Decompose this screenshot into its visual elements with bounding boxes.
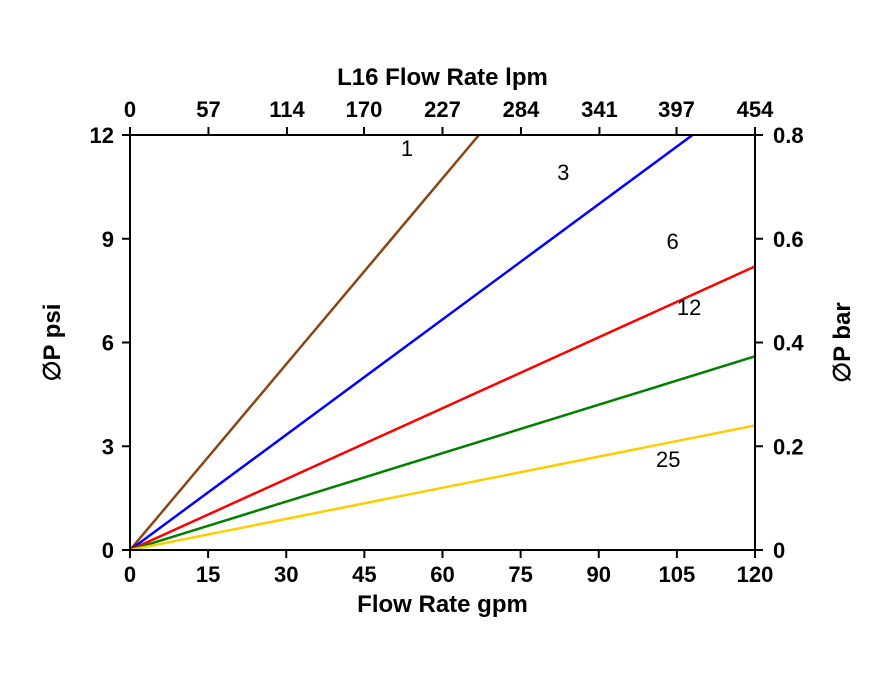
- yl-tick-label: 3: [102, 434, 114, 459]
- x-top-title: L16 Flow Rate lpm: [337, 64, 548, 91]
- xt-tick-label: 454: [737, 97, 774, 122]
- yr-tick-label: 0.8: [773, 123, 804, 148]
- y-left-title: ∅P psi: [39, 304, 66, 382]
- xt-tick-label: 341: [581, 97, 618, 122]
- yr-tick-label: 0.6: [773, 227, 804, 252]
- xb-tick-label: 90: [587, 562, 611, 587]
- xb-tick-label: 30: [274, 562, 298, 587]
- xt-tick-label: 114: [269, 97, 305, 122]
- xb-tick-label: 45: [352, 562, 376, 587]
- yr-tick-label: 0: [773, 538, 785, 563]
- yl-tick-label: 9: [102, 227, 114, 252]
- xb-tick-label: 75: [508, 562, 532, 587]
- xb-tick-label: 15: [196, 562, 220, 587]
- xt-tick-label: 284: [503, 97, 540, 122]
- series-label-3: 3: [557, 160, 569, 185]
- xt-tick-label: 170: [346, 97, 383, 122]
- series-label-6: 6: [666, 229, 678, 254]
- xb-tick-label: 60: [430, 562, 454, 587]
- series-label-1: 1: [401, 136, 413, 161]
- xb-tick-label: 120: [737, 562, 774, 587]
- series-label-25: 25: [656, 447, 680, 472]
- xt-tick-label: 397: [658, 97, 695, 122]
- x-bottom-title: Flow Rate gpm: [357, 591, 528, 618]
- chart-container: 0153045607590105120Flow Rate gpm05711417…: [0, 0, 884, 688]
- yr-tick-label: 0.4: [773, 331, 804, 356]
- xb-tick-label: 105: [659, 562, 696, 587]
- series-label-12: 12: [677, 295, 701, 320]
- xb-tick-label: 0: [124, 562, 136, 587]
- xt-tick-label: 0: [124, 97, 136, 122]
- yl-tick-label: 12: [90, 123, 114, 148]
- xt-tick-label: 57: [196, 97, 220, 122]
- y-right-title: ∅P bar: [829, 302, 856, 383]
- yl-tick-label: 6: [102, 331, 114, 356]
- pressure-flow-chart: 0153045607590105120Flow Rate gpm05711417…: [0, 0, 884, 688]
- xt-tick-label: 227: [424, 97, 461, 122]
- yl-tick-label: 0: [102, 538, 114, 563]
- yr-tick-label: 0.2: [773, 434, 804, 459]
